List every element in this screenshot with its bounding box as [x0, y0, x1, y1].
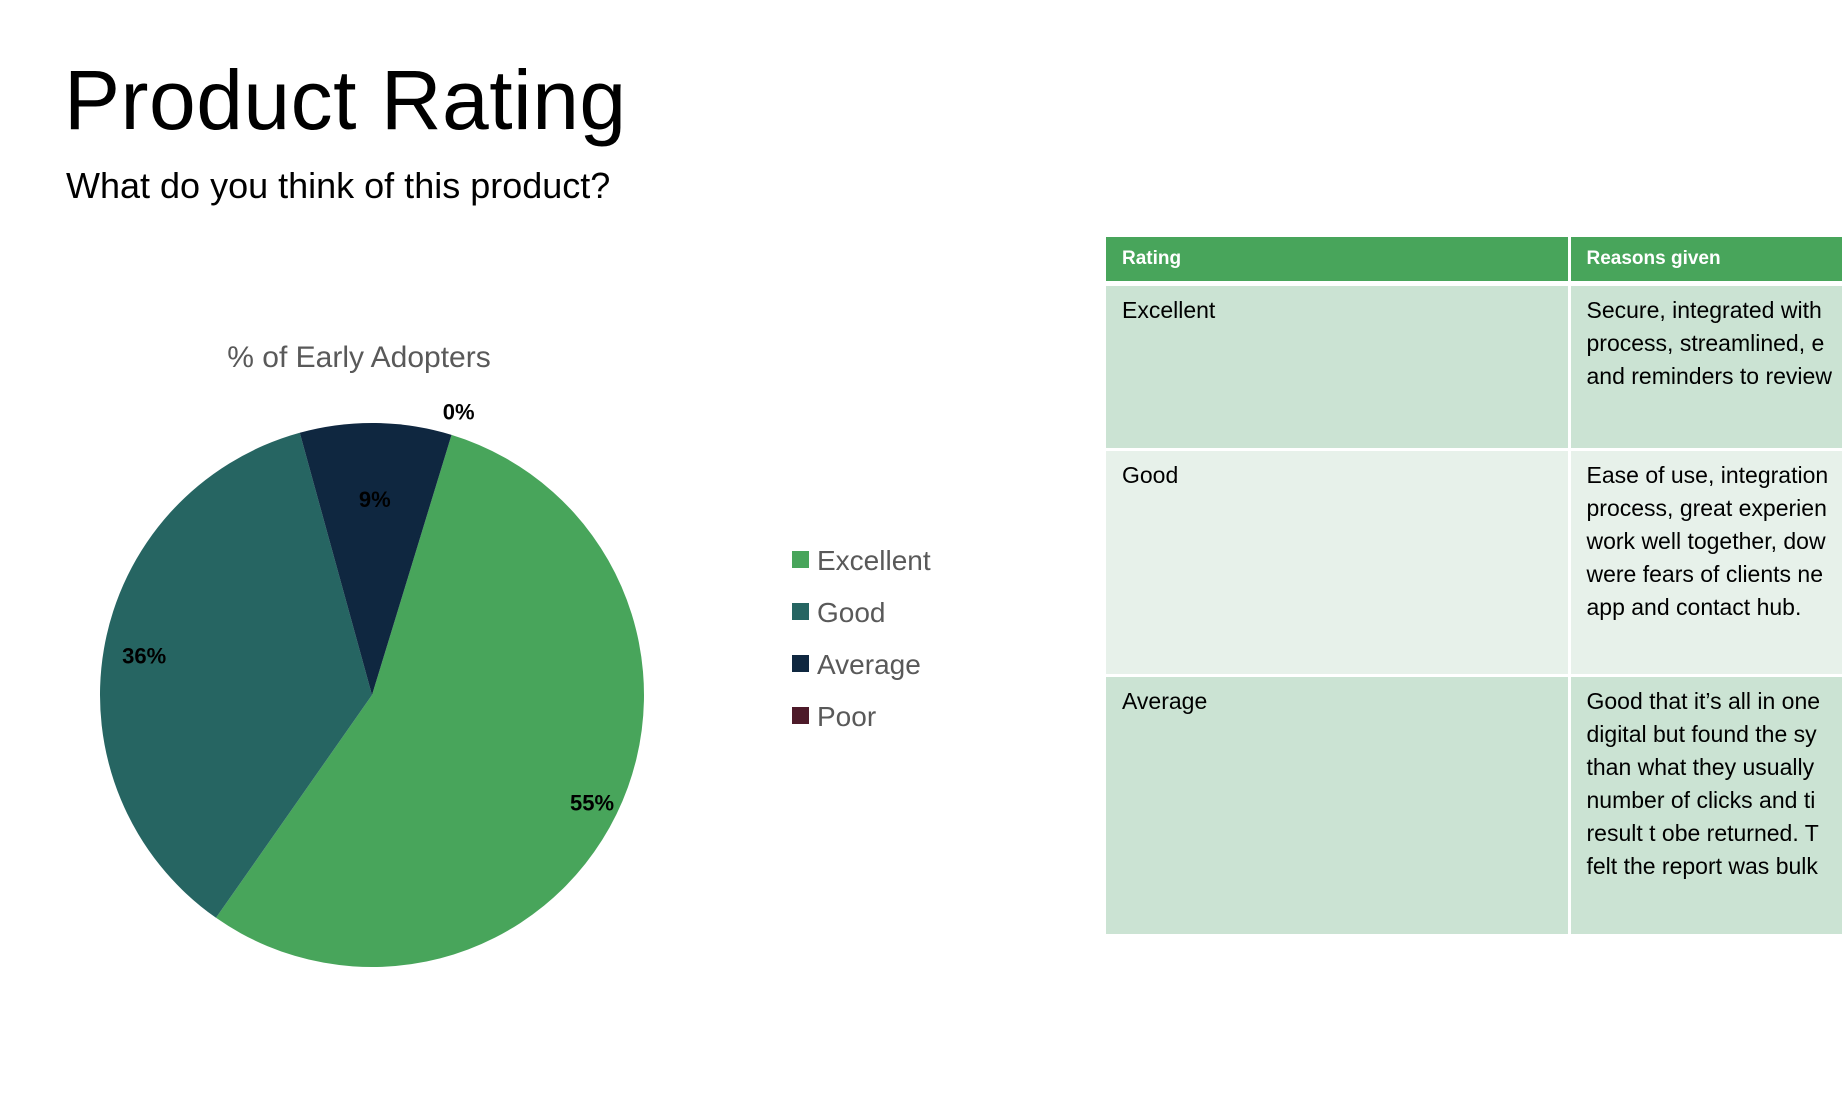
ratings-table: Rating Reasons given Excellent Secure, i…	[1106, 237, 1842, 937]
rating-cell: Excellent	[1106, 283, 1569, 451]
chart-title: % of Early Adopters	[227, 341, 490, 374]
rating-cell: Good	[1106, 449, 1569, 677]
pie-slice-average	[299, 423, 452, 695]
legend-label-poor: Poor	[817, 701, 876, 732]
pie-data-labels: 55% 36% 9% 0%	[122, 399, 614, 815]
slide-title: Product Rating	[64, 53, 627, 147]
reasons-cell: Good that it’s all in one digital but fo…	[1567, 675, 1842, 937]
pie-slice-excellent	[215, 434, 645, 967]
rating-cell: Average	[1106, 675, 1569, 937]
slide-subtitle: What do you think of this product?	[66, 165, 611, 206]
table-row: Average Good that it’s all in one digita…	[1106, 675, 1842, 937]
header-rating: Rating	[1106, 237, 1569, 286]
header-reasons: Reasons given	[1567, 237, 1842, 286]
pie-slice-good	[100, 432, 373, 918]
legend-label-excellent: Excellent	[817, 545, 931, 576]
table-row: Good Ease of use, integration process, g…	[1106, 449, 1842, 677]
legend-label-average: Average	[817, 649, 921, 680]
legend-swatch-excellent	[792, 551, 809, 568]
data-label-excellent: 55%	[570, 790, 614, 815]
chart-legend: Excellent Good Average Poor	[792, 545, 931, 732]
data-label-good: 36%	[122, 644, 166, 669]
reasons-cell: Secure, integrated with process, streaml…	[1567, 283, 1842, 451]
legend-swatch-average	[792, 655, 809, 672]
legend-swatch-good	[792, 603, 809, 620]
legend-swatch-poor	[792, 707, 809, 724]
table-header-row: Rating Reasons given	[1106, 237, 1842, 286]
table-row: Excellent Secure, integrated with proces…	[1106, 283, 1842, 451]
data-label-average: 9%	[359, 487, 391, 512]
reasons-cell: Ease of use, integration process, great …	[1567, 449, 1842, 677]
data-label-poor: 0%	[443, 399, 475, 424]
legend-label-good: Good	[817, 597, 886, 628]
pie-slices	[100, 423, 645, 967]
